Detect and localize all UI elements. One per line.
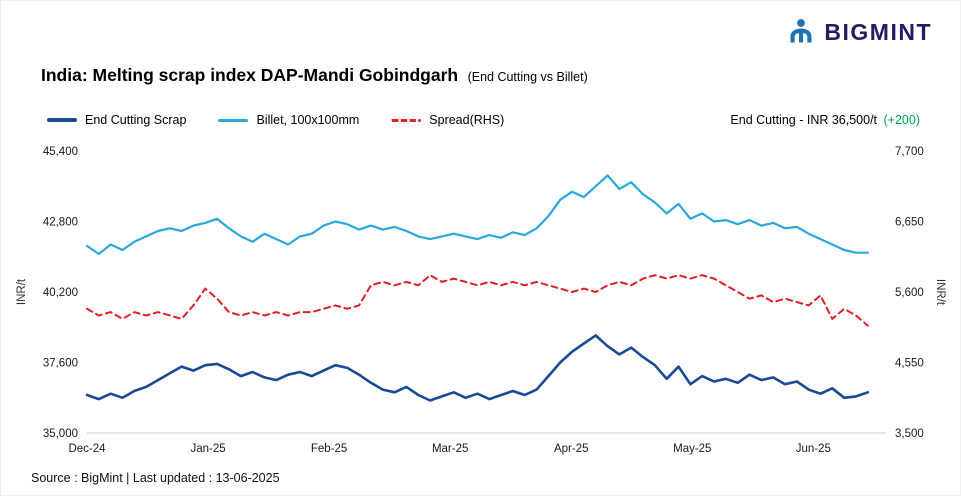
chart-area: 35,000 37,600 40,200 42,800 45,400 3,500 4,550…	[9, 139, 954, 474]
legend: End Cutting Scrap Billet, 100x100mm Spre…	[47, 113, 920, 127]
page-subtitle: (End Cutting vs Billet)	[467, 70, 588, 84]
spread-line-swatch	[391, 118, 422, 122]
svg-text:6,650: 6,650	[895, 217, 924, 229]
svg-text:35,000: 35,000	[43, 428, 78, 440]
chart-title-row: India: Melting scrap index DAP-Mandi Gob…	[41, 65, 588, 86]
legend-label-billet: Billet, 100x100mm	[256, 113, 360, 127]
legend-item-end-cutting-scrap: End Cutting Scrap	[47, 113, 186, 127]
svg-text:37,600: 37,600	[43, 358, 78, 370]
legend-item-billet: Billet, 100x100mm	[218, 113, 359, 127]
billet-line-swatch	[218, 118, 249, 122]
latest-price-change: (+200)	[883, 113, 920, 127]
source-note: Source : BigMint | Last updated : 13-06-…	[31, 471, 280, 485]
bigmint-logo-icon	[790, 19, 812, 43]
svg-text:40,200: 40,200	[43, 287, 78, 299]
y-left-axis-title: INR/t	[16, 278, 28, 305]
svg-text:5,600: 5,600	[895, 287, 924, 299]
chart-svg: 35,000 37,600 40,200 42,800 45,400 3,500 4,550…	[16, 146, 946, 455]
bigmint-logo: BIGMINT	[786, 17, 932, 47]
svg-text:Feb-25: Feb-25	[311, 443, 347, 455]
y-right-axis-title: INR/t	[934, 279, 946, 306]
svg-text:4,550: 4,550	[895, 358, 924, 370]
svg-text:3,500: 3,500	[895, 428, 924, 440]
end-cutting-line-swatch	[47, 118, 77, 122]
svg-text:Dec-24: Dec-24	[68, 443, 106, 455]
bigmint-wordmark: BIGMINT	[824, 18, 932, 45]
svg-text:42,800: 42,800	[43, 217, 78, 229]
legend-label-end-cutting: End Cutting Scrap	[85, 113, 187, 127]
page-title: India: Melting scrap index DAP-Mandi Gob…	[41, 65, 459, 85]
legend-item-spread: Spread(RHS)	[391, 113, 504, 127]
svg-text:7,700: 7,700	[895, 146, 924, 158]
latest-price: End Cutting - INR 36,500/t (+200)	[730, 113, 920, 127]
latest-price-label: End Cutting - INR 36,500/t	[730, 113, 878, 127]
svg-text:Apr-25: Apr-25	[554, 443, 589, 455]
svg-text:Jan-25: Jan-25	[190, 443, 225, 455]
svg-text:Jun-25: Jun-25	[796, 443, 831, 455]
legend-label-spread: Spread(RHS)	[429, 113, 505, 127]
svg-text:45,400: 45,400	[43, 146, 78, 158]
svg-text:May-25: May-25	[673, 443, 711, 455]
svg-text:Mar-25: Mar-25	[432, 443, 468, 455]
